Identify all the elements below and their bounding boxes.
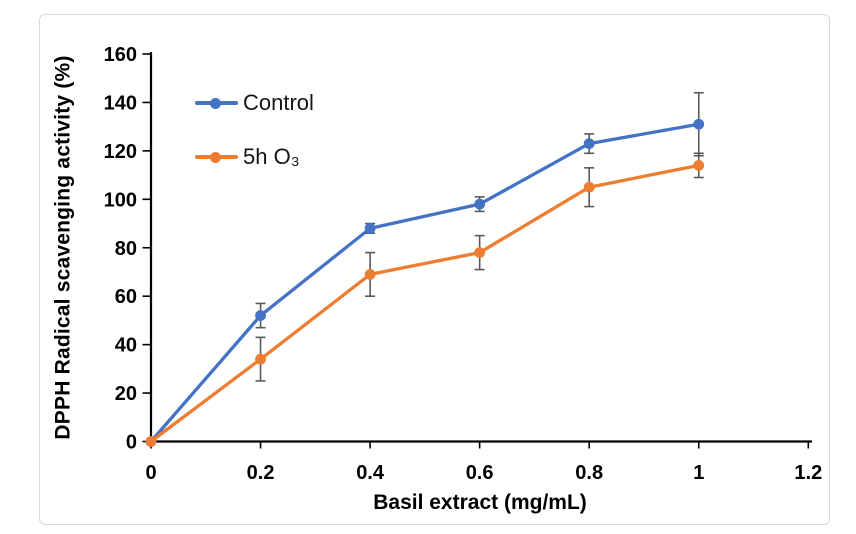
data-point-1 <box>145 436 157 447</box>
y-tick-label: 60 <box>115 286 137 308</box>
x-tick-label: 0.6 <box>466 462 494 484</box>
data-point-1 <box>474 247 486 258</box>
x-tick-label: 0.4 <box>356 462 385 484</box>
y-tick-label: 20 <box>115 383 137 405</box>
legend-dot-icon <box>210 97 221 109</box>
x-tick-label: 1 <box>693 462 704 484</box>
data-point-1 <box>583 181 595 193</box>
x-tick-label: 1.2 <box>794 462 822 484</box>
data-point-0 <box>255 310 266 321</box>
legend-marker-5h-o3 <box>195 151 238 163</box>
y-axis-title: DPPH Radical scavenging activity (%) <box>51 55 75 440</box>
y-tick-label: 100 <box>104 189 137 211</box>
y-tick-label: 80 <box>115 238 137 260</box>
data-point-0 <box>583 138 595 150</box>
x-axis-title: Basil extract (mg/mL) <box>373 491 587 514</box>
legend-label-5h-o3: 5h O₃ <box>243 144 300 169</box>
data-point-1 <box>364 268 376 280</box>
series-line-1 <box>149 163 701 444</box>
legend-item-5h-o3: 5h O₃ <box>195 140 415 174</box>
y-tick-label: 40 <box>115 335 137 357</box>
legend-dot-icon <box>210 151 221 163</box>
series-line-0 <box>149 122 701 444</box>
x-tick-label: 0.8 <box>575 462 603 484</box>
legend-label-control: Control <box>243 90 314 115</box>
legend-item-control: Control <box>195 86 415 120</box>
data-point-0 <box>693 118 705 130</box>
x-tick-label: 0 <box>145 462 156 484</box>
data-point-0 <box>474 198 486 210</box>
data-point-1 <box>693 160 705 171</box>
x-tick-label: 0.2 <box>247 462 275 484</box>
data-point-1 <box>255 353 266 365</box>
legend-marker-control <box>195 97 238 109</box>
y-tick-label: 140 <box>104 92 137 114</box>
y-tick-label: 160 <box>104 44 137 66</box>
data-point-0 <box>364 222 376 234</box>
y-tick-label: 120 <box>104 141 137 163</box>
y-tick-label: 0 <box>126 432 137 454</box>
legend: Control 5h O₃ <box>195 86 415 174</box>
